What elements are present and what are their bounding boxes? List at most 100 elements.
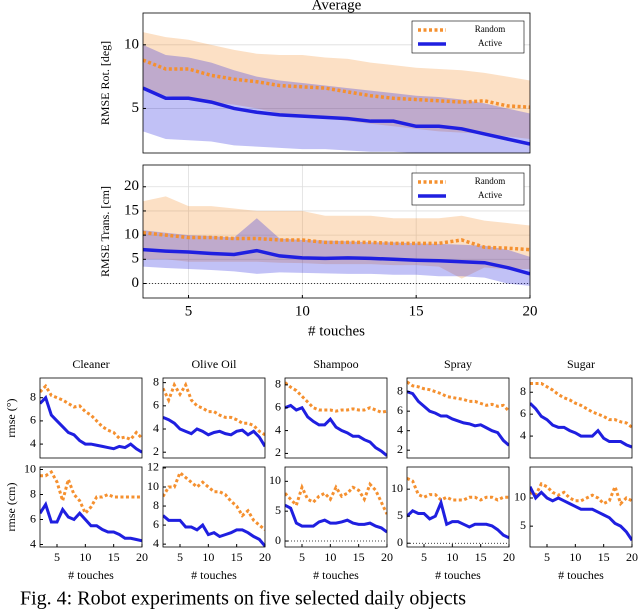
y-tick-label: 6 bbox=[153, 398, 159, 412]
y-tick-label: 4 bbox=[30, 436, 36, 450]
plot-area bbox=[530, 381, 632, 449]
y-tick-label: 20 bbox=[124, 178, 139, 194]
y-tick-label: 2 bbox=[153, 444, 159, 458]
series-line bbox=[40, 501, 142, 543]
y-tick-label: 0 bbox=[132, 275, 140, 291]
plot-frame bbox=[284, 466, 388, 548]
legend-box bbox=[411, 20, 525, 54]
plot-area bbox=[40, 469, 142, 543]
plot-area bbox=[163, 381, 265, 448]
x-tick-label: 15 bbox=[475, 550, 487, 564]
series-line bbox=[285, 403, 387, 457]
series-line bbox=[143, 247, 530, 276]
band bbox=[143, 196, 530, 279]
series-line bbox=[40, 383, 142, 442]
y-tick-label: 12 bbox=[147, 460, 159, 474]
legend-label: Active bbox=[478, 190, 502, 200]
plot-area bbox=[530, 481, 632, 542]
chart-title: Olive Oil bbox=[192, 357, 238, 371]
y-tick-label: 6 bbox=[30, 413, 36, 427]
y-tick-label: 5 bbox=[275, 503, 281, 517]
y-tick-label: 10 bbox=[391, 481, 403, 495]
y-tick-label: 5 bbox=[132, 100, 140, 116]
x-axis-label: # touches bbox=[191, 568, 237, 582]
y-tick-label: 10 bbox=[24, 461, 36, 475]
series-line bbox=[40, 394, 142, 454]
series-line bbox=[143, 230, 530, 252]
plot-area bbox=[407, 476, 509, 544]
legend-box bbox=[411, 172, 525, 206]
chart-title: Sugar bbox=[567, 357, 595, 371]
series-line bbox=[530, 486, 632, 542]
chart-title: Average bbox=[312, 0, 362, 13]
x-tick-label: 5 bbox=[544, 550, 550, 564]
y-axis-label: RMSE Trans. [cm] bbox=[98, 186, 112, 277]
y-tick-label: 4 bbox=[30, 536, 36, 550]
y-tick-label: 4 bbox=[520, 428, 526, 442]
y-axis-label: rmse (cm) bbox=[4, 483, 18, 532]
y-axis-label: RMSE Rot. [deg] bbox=[98, 41, 112, 125]
x-tick-label: 20 bbox=[503, 550, 515, 564]
series-line bbox=[407, 380, 509, 413]
series-line bbox=[285, 503, 387, 534]
y-tick-label: 5 bbox=[132, 251, 140, 267]
y-tick-label: 8 bbox=[275, 377, 281, 391]
x-tick-label: 5 bbox=[54, 550, 60, 564]
series-line bbox=[407, 476, 509, 502]
x-tick-label: 10 bbox=[79, 550, 91, 564]
y-tick-label: 10 bbox=[147, 479, 159, 493]
y-tick-label: 4 bbox=[397, 422, 403, 436]
y-tick-label: 6 bbox=[30, 511, 36, 525]
y-tick-label: 8 bbox=[153, 498, 159, 512]
series-line bbox=[407, 498, 509, 540]
x-tick-label: 15 bbox=[598, 550, 610, 564]
x-tick-label: 10 bbox=[324, 550, 336, 564]
plot-area bbox=[285, 481, 387, 542]
plot-area bbox=[285, 381, 387, 457]
plot-area bbox=[407, 380, 509, 447]
x-axis-label: # touches bbox=[308, 323, 365, 339]
x-tick-label: 5 bbox=[185, 303, 193, 319]
y-tick-label: 8 bbox=[30, 486, 36, 500]
plot-frame bbox=[406, 377, 510, 459]
series-line bbox=[530, 402, 632, 449]
x-tick-label: 5 bbox=[177, 550, 183, 564]
plot-frame bbox=[162, 377, 266, 459]
chart-title: Shampoo bbox=[313, 357, 358, 371]
legend-label: Random bbox=[475, 176, 506, 186]
y-tick-label: 4 bbox=[153, 421, 159, 435]
y-tick-label: 6 bbox=[397, 403, 403, 417]
series-line bbox=[163, 381, 265, 437]
plot-frame bbox=[529, 377, 633, 459]
series-line bbox=[143, 58, 530, 109]
plot-frame bbox=[142, 12, 531, 154]
plot-frame bbox=[142, 164, 531, 299]
x-tick-label: 20 bbox=[523, 303, 538, 319]
y-tick-label: 15 bbox=[124, 202, 139, 218]
y-tick-label: 6 bbox=[275, 399, 281, 413]
y-tick-label: 5 bbox=[520, 518, 526, 532]
x-tick-label: 10 bbox=[569, 550, 581, 564]
x-tick-label: 15 bbox=[108, 550, 120, 564]
series-line bbox=[163, 514, 265, 547]
x-tick-label: 10 bbox=[295, 303, 310, 319]
series-line bbox=[285, 481, 387, 515]
y-tick-label: 8 bbox=[520, 384, 526, 398]
series-line bbox=[40, 469, 142, 516]
x-tick-label: 15 bbox=[353, 550, 365, 564]
plot-frame bbox=[39, 377, 143, 459]
series-line bbox=[163, 416, 265, 448]
series-line bbox=[285, 381, 387, 414]
y-tick-label: 4 bbox=[153, 536, 159, 550]
x-tick-label: 10 bbox=[202, 550, 214, 564]
y-tick-label: 6 bbox=[520, 406, 526, 420]
x-tick-label: 15 bbox=[231, 550, 243, 564]
plot-frame bbox=[284, 377, 388, 459]
y-tick-label: 2 bbox=[275, 445, 281, 459]
band bbox=[143, 32, 530, 139]
y-tick-label: 8 bbox=[153, 374, 159, 388]
y-tick-label: 2 bbox=[397, 442, 403, 456]
y-tick-label: 10 bbox=[514, 490, 526, 504]
chart-title: Cleaner bbox=[72, 357, 109, 371]
